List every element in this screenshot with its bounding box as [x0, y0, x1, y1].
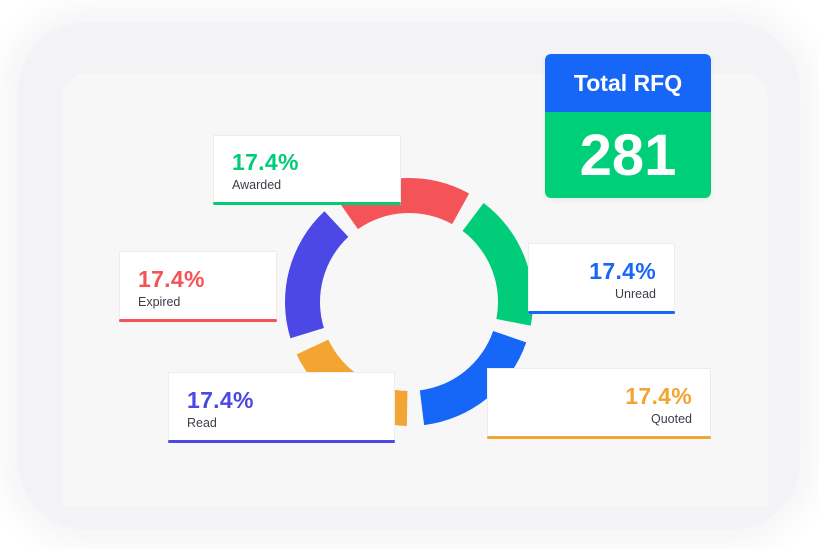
label-expired: 17.4% Expired — [119, 251, 277, 322]
total-rfq-card: Total RFQ 281 — [545, 54, 711, 198]
expired-percent: 17.4% — [138, 266, 205, 292]
awarded-label: Awarded — [232, 178, 282, 192]
total-rfq-value: 281 — [545, 112, 711, 198]
awarded-percent: 17.4% — [232, 149, 299, 175]
read-underline — [168, 440, 395, 443]
quoted-label: Quoted — [650, 412, 692, 426]
unread-underline — [528, 311, 675, 314]
quoted-percent: 17.4% — [625, 383, 692, 409]
awarded-underline — [213, 202, 401, 205]
donut-segment-read — [285, 211, 349, 339]
label-unread: 17.4% Unread — [528, 243, 675, 314]
unread-label: Unread — [615, 287, 656, 301]
label-read: 17.4% Read — [168, 372, 395, 443]
quoted-underline — [487, 436, 711, 439]
donut-segment-awarded — [462, 202, 533, 326]
expired-underline — [119, 319, 277, 322]
read-percent: 17.4% — [187, 387, 254, 413]
total-rfq-title: Total RFQ — [545, 54, 711, 112]
unread-percent: 17.4% — [589, 258, 656, 284]
label-quoted: 17.4% Quoted — [487, 368, 711, 439]
read-label: Read — [187, 416, 217, 430]
label-awarded: 17.4% Awarded — [213, 135, 401, 205]
donut-segment-unread — [419, 330, 527, 426]
expired-label: Expired — [138, 295, 181, 309]
